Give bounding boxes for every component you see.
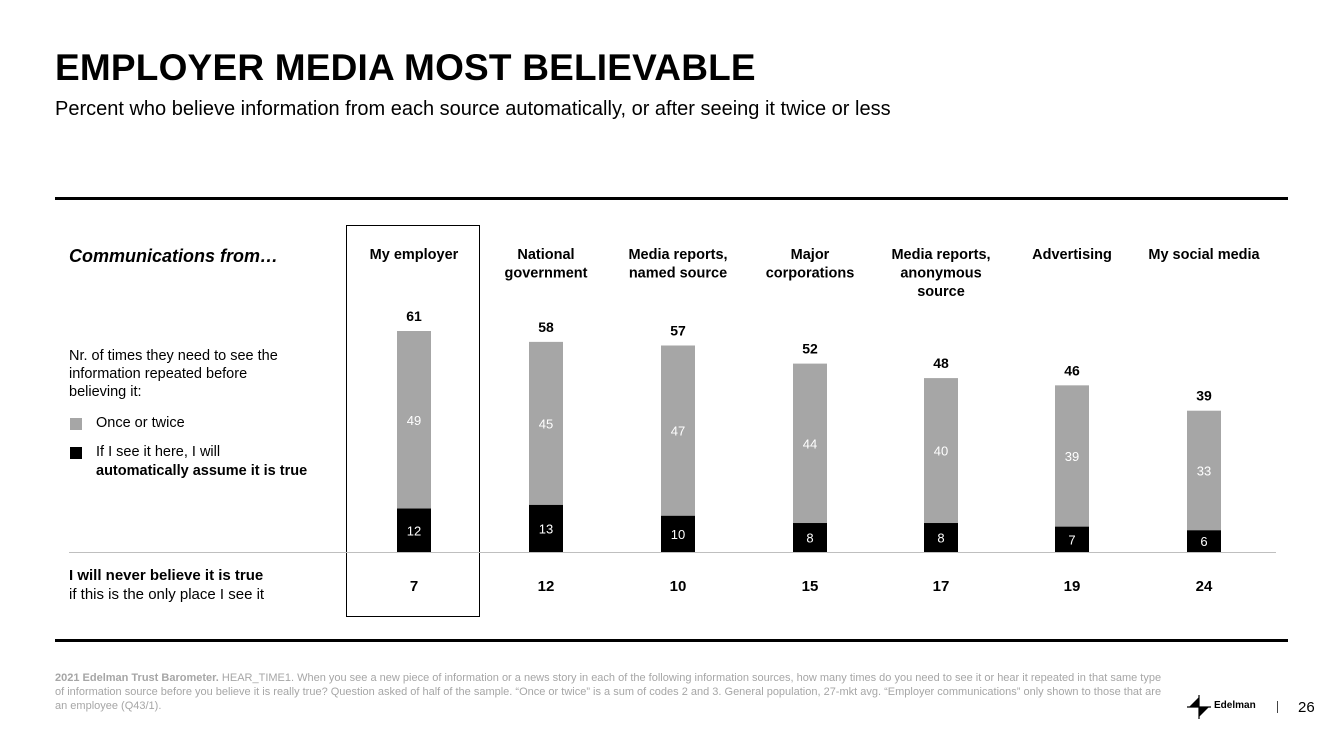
legend-title: Nr. of times they need to see the inform… [69,348,278,400]
bar-total-label-0: 61 [406,308,422,324]
never-believe-value-2: 10 [670,578,687,595]
category-label-1-line-1: government [505,266,588,282]
brand-separator [1277,701,1278,713]
bar-automatic-4 [924,523,958,552]
page-subtitle: Percent who believe information from eac… [55,98,891,120]
bar-automatic-label-2: 10 [671,527,685,542]
bar-once-label-0: 49 [407,413,421,428]
bar-once-label-6: 33 [1197,463,1211,478]
bar-once-label-1: 45 [539,416,553,431]
category-label-2-line-0: Media reports, [628,247,727,263]
bar-automatic-label-1: 13 [539,521,553,536]
page-title: EMPLOYER MEDIA MOST BELIEVABLE [55,47,756,88]
bar-automatic-label-3: 8 [806,531,813,546]
bar-automatic-0 [397,508,431,552]
never-believe-value-5: 19 [1064,578,1081,595]
legend-swatch-once [70,418,82,430]
category-label-2-line-1: named source [629,266,727,282]
bottom-divider [55,639,1288,642]
highlight-box-my-employer [346,225,480,617]
never-believe-value-4: 17 [933,578,950,595]
bar-total-label-3: 52 [802,341,818,357]
bar-once-label-3: 44 [803,436,817,451]
bar-once-6 [1187,410,1221,531]
legend-label-once: Once or twice [96,415,185,431]
bar-once-2 [661,345,695,516]
category-label-0-line-0: My employer [370,247,459,263]
never-believe-value-6: 24 [1196,578,1213,595]
never-believe-value-1: 12 [538,578,555,595]
brand-name: Edelman [1214,700,1256,711]
category-label-3-line-0: Major [791,247,830,263]
legend-label-automatic: If I see it here, I will automatically a… [96,443,307,481]
bar-once-label-4: 40 [934,444,948,459]
bar-automatic-1 [529,504,563,552]
category-label-6-line-0: My social media [1148,247,1260,263]
bar-total-label-5: 46 [1064,362,1080,378]
category-label-5-line-0: Advertising [1032,247,1112,263]
never-believe-rest: if this is the only place I see it [69,586,265,603]
bar-once-4 [924,378,958,524]
bar-total-label-1: 58 [538,319,554,335]
top-divider [55,197,1288,200]
bar-automatic-label-4: 8 [937,531,944,546]
bar-automatic-label-0: 12 [407,523,421,538]
category-label-4-line-2: source [917,284,965,300]
footer-source-note: 2021 Edelman Trust Barometer. HEAR_TIME1… [55,671,1170,713]
category-label-3-line-1: corporations [766,266,855,282]
bar-once-1 [529,341,563,505]
category-label-4-line-0: Media reports, [891,247,990,263]
legend-swatch-automatic [70,447,82,459]
footer-source-bold: 2021 Edelman Trust Barometer. [55,672,219,684]
bar-automatic-3 [793,523,827,552]
bar-once-0 [397,331,431,509]
category-label-1-line-0: National [517,247,574,263]
bar-total-label-4: 48 [933,355,949,371]
never-believe-bold: I will never believe it is true [69,567,264,584]
bar-once-3 [793,363,827,524]
bar-automatic-label-5: 7 [1068,532,1075,547]
bar-automatic-5 [1055,526,1089,552]
bar-once-label-5: 39 [1065,449,1079,464]
footer-source-text: HEAR_TIME1. When you see a new piece of … [55,672,1162,712]
bar-once-5 [1055,385,1089,527]
page-number: 26 [1298,699,1315,716]
bar-total-label-2: 57 [670,322,686,338]
never-believe-value-0: 7 [410,578,418,595]
legend-label-automatic-line1: If I see it here, I will [96,444,221,460]
edelman-logo-icon [1187,695,1211,719]
bar-total-label-6: 39 [1196,388,1212,404]
communications-label: Communications from… [69,246,279,266]
bar-automatic-2 [661,515,695,552]
category-label-4-line-1: anonymous [900,266,981,282]
bar-automatic-6 [1187,530,1221,552]
never-believe-value-3: 15 [802,578,819,595]
bar-once-label-2: 47 [671,424,685,439]
legend-label-automatic-line2: automatically assume it is true [96,463,308,479]
never-believe-label: I will never believe it is true if this … [69,566,264,604]
bar-automatic-label-6: 6 [1200,534,1207,549]
